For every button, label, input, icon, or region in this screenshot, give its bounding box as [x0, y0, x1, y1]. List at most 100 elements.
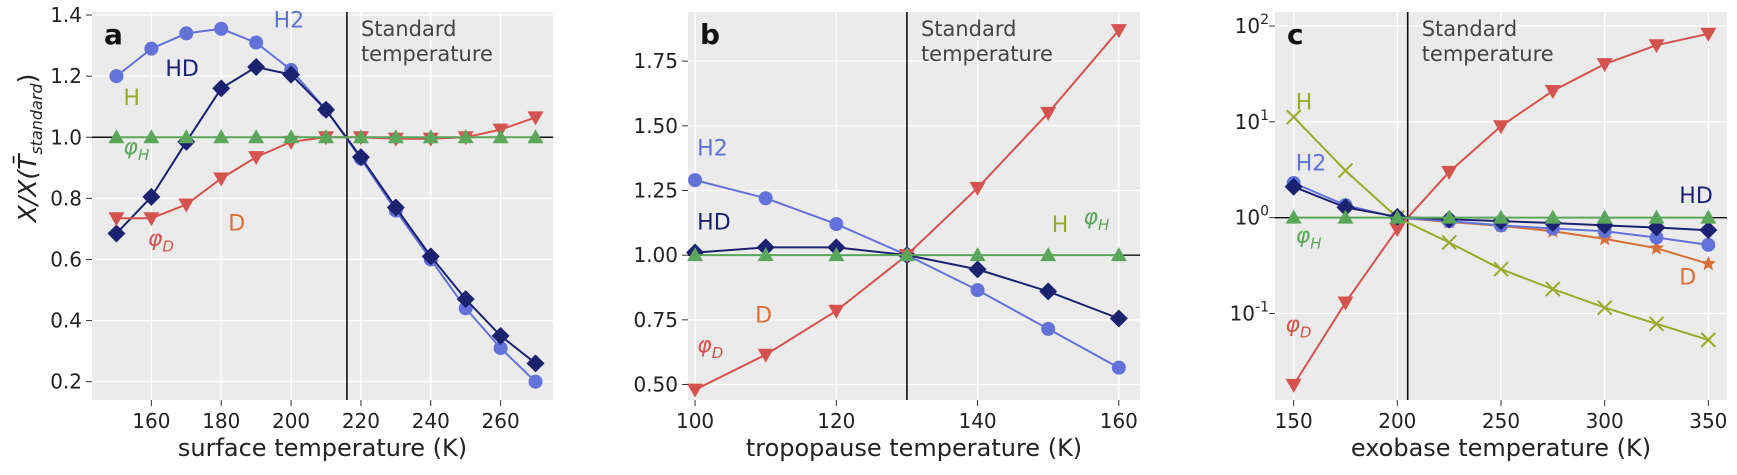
data-point-phi_H — [143, 129, 160, 144]
data-point-phi_H — [352, 129, 369, 144]
data-point-D — [1337, 296, 1354, 311]
data-point-H — [1648, 316, 1665, 332]
series-annotation: φH — [1084, 205, 1110, 234]
data-point-phi_H — [1596, 209, 1613, 224]
data-point-H2 — [458, 301, 473, 316]
data-point-phi_H — [1285, 209, 1302, 224]
data-point-H-stroke-b — [1596, 299, 1613, 316]
series-annotation: H — [123, 86, 140, 111]
data-point-D — [1544, 84, 1561, 99]
x-tick-label: 350 — [1689, 409, 1727, 433]
data-point-D — [143, 212, 160, 227]
data-point-H2 — [109, 69, 124, 84]
series-annotation: φD — [697, 333, 723, 362]
plot-area — [688, 12, 1140, 400]
y-tick-label: 10-1 — [1230, 299, 1269, 325]
data-point-H — [1493, 261, 1509, 277]
data-point-H2 — [249, 35, 264, 50]
data-point-H2 — [1649, 230, 1664, 245]
panel-label: c — [1287, 18, 1304, 51]
x-tick-label: 100 — [676, 409, 714, 433]
x-tick-label: 160 — [1100, 409, 1138, 433]
standard-temperature-label: Standard temperature — [361, 17, 493, 66]
series-annotation: D — [228, 211, 245, 236]
data-point-H2 — [688, 173, 703, 188]
data-point-HD — [968, 260, 987, 279]
x-tick-label: 160 — [132, 409, 170, 433]
y-tick-base: 10 — [1235, 206, 1260, 230]
y-tick-label: 0.50 — [633, 372, 678, 396]
data-point-D — [1648, 39, 1665, 54]
data-point-H2 — [758, 191, 773, 206]
series-annotation: H — [1052, 213, 1069, 238]
x-tick-label: 140 — [958, 409, 996, 433]
data-point-H — [1596, 299, 1613, 316]
data-point-H-stroke-b — [1700, 332, 1717, 348]
data-point-D — [108, 212, 125, 227]
data-point-D — [1700, 27, 1717, 42]
data-point-H — [1285, 109, 1302, 125]
data-point-HD — [1336, 198, 1355, 217]
data-point-phi_H — [1337, 209, 1354, 224]
data-point-D — [969, 181, 986, 196]
data-point-phi_H — [1700, 209, 1717, 224]
data-point-H — [1441, 234, 1457, 251]
data-point-H2 — [179, 26, 194, 41]
data-point-H — [1700, 332, 1717, 348]
y-tick-exponent: -1 — [1255, 299, 1269, 315]
data-point-HD — [212, 79, 231, 98]
y-tick-label: 1.50 — [633, 114, 678, 138]
data-point-H-stroke-b — [1285, 109, 1302, 125]
series-annotation: φD — [1285, 312, 1311, 341]
series-annotation: HD — [165, 57, 198, 82]
series-annotation: φH — [123, 135, 149, 164]
standard-temperature-label-line: Standard — [1422, 17, 1518, 41]
data-point-D — [757, 348, 774, 363]
data-point-H2 — [829, 217, 844, 232]
x-axis-label: surface temperature (K) — [178, 434, 467, 462]
standard-temperature-label-line: Standard — [921, 17, 1017, 41]
y-tick-label: 102 — [1235, 12, 1269, 38]
data-point-H-stroke-b — [1441, 234, 1457, 251]
x-tick-label: 120 — [817, 409, 855, 433]
y-tick-exponent: 0 — [1260, 204, 1269, 220]
annotation-symbol: φ — [697, 333, 712, 358]
y-tick-exponent: 2 — [1260, 12, 1269, 28]
data-point-phi_H — [1040, 247, 1057, 262]
data-point-D — [1596, 58, 1613, 73]
data-point-phi_H — [527, 129, 544, 144]
data-point-H2 — [1701, 237, 1716, 252]
data-point-phi_H — [317, 129, 334, 144]
data-point-D — [178, 198, 195, 213]
y-tick-label: 1.00 — [633, 243, 678, 267]
data-point-HD — [1039, 282, 1058, 301]
data-point-D — [1441, 165, 1458, 180]
standard-temperature-label-line: temperature — [1422, 42, 1554, 66]
data-point-HD — [1109, 309, 1128, 328]
y-tick-label: 0.2 — [50, 370, 82, 394]
standard-temperature-label-line: temperature — [921, 42, 1053, 66]
data-point-phi_H — [387, 129, 404, 144]
x-tick-label: 180 — [202, 409, 240, 433]
annotation-symbol: φ — [1084, 205, 1099, 230]
data-point-phi_H — [757, 247, 774, 262]
series-annotation: HD — [1679, 184, 1712, 209]
data-point-phi_H — [457, 129, 474, 144]
x-tick-label: 220 — [342, 409, 380, 433]
data-point-H2 — [214, 21, 229, 36]
panel-label: a — [104, 18, 123, 51]
data-point-HD — [316, 100, 335, 119]
standard-temperature-label-line: Standard — [361, 17, 457, 41]
data-point-D — [527, 111, 544, 126]
data-point-HD — [247, 57, 266, 76]
data-point-phi_H — [687, 247, 704, 262]
x-tick-label: 260 — [482, 409, 520, 433]
annotation-symbol: φ — [123, 135, 138, 160]
data-point-D — [1389, 223, 1406, 238]
data-point-H2 — [970, 283, 985, 298]
data-point-H-stroke-b — [1545, 281, 1561, 297]
annotation-subscript: H — [1098, 216, 1109, 234]
data-point-phi_H — [828, 247, 845, 262]
